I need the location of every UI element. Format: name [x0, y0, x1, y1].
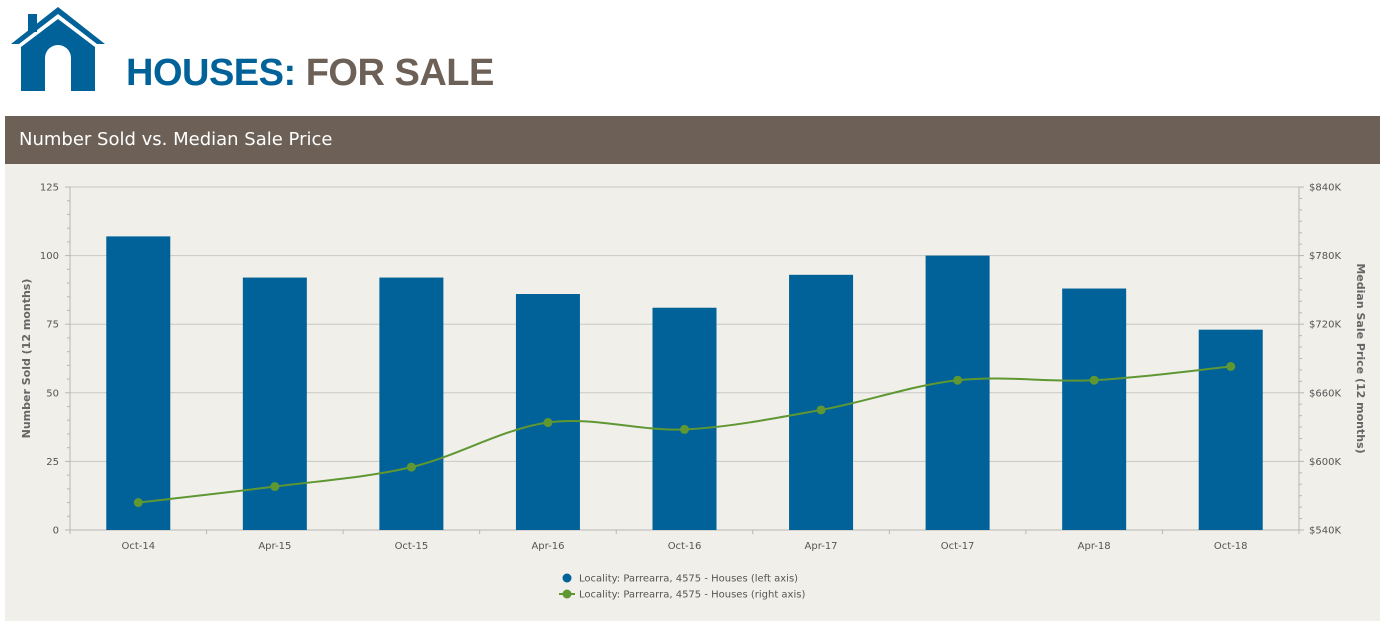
y-tick-label: 100: [40, 251, 59, 262]
price-point[interactable]: [953, 375, 963, 385]
y-tick-label: 25: [46, 457, 59, 468]
y-tick-label: 75: [46, 320, 59, 331]
bar[interactable]: [515, 294, 580, 530]
brand-houses: HOUSES:: [126, 52, 296, 94]
price-point[interactable]: [270, 482, 280, 492]
y-tick-label: 125: [40, 183, 59, 194]
y2-axis-title: Median Sale Price (12 months): [1354, 263, 1367, 453]
page-title: HOUSES: FOR SALE: [126, 52, 494, 95]
chart-panel: 0 25 50 75 100 125 $540K $600K $660K $720K $780K $8…: [5, 164, 1380, 621]
y2-tick-label: $720K: [1309, 320, 1341, 331]
x-tick-label: Apr-15: [258, 541, 291, 552]
chart-title-banner: Number Sold vs. Median Sale Price: [5, 116, 1380, 164]
y-axis-title: Number Sold (12 months): [20, 279, 33, 439]
bar[interactable]: [242, 277, 307, 530]
x-tick-label: Oct-18: [1214, 541, 1248, 552]
x-tick-label: Oct-15: [395, 541, 429, 552]
y2-tick-label: $600K: [1309, 457, 1341, 468]
y-tick-label: 50: [46, 388, 59, 399]
price-point[interactable]: [1089, 375, 1099, 385]
legend-marker-line: [562, 589, 572, 599]
y2-tick-label: $780K: [1309, 251, 1341, 262]
y2-tick-label: $840K: [1309, 183, 1341, 194]
y2-tick-label: $660K: [1309, 388, 1341, 399]
price-point[interactable]: [816, 405, 826, 415]
brand-for-sale: FOR SALE: [305, 52, 495, 94]
chart-title: Number Sold vs. Median Sale Price: [19, 129, 333, 150]
bar[interactable]: [1062, 288, 1127, 530]
price-point[interactable]: [680, 424, 689, 434]
legend-marker-bars: [562, 573, 572, 583]
x-tick-label: Apr-16: [531, 541, 564, 552]
x-tick-label: Apr-18: [1078, 541, 1111, 552]
bar[interactable]: [106, 236, 171, 530]
price-point[interactable]: [406, 462, 416, 472]
bar[interactable]: [925, 255, 990, 530]
legend-label-bars: Locality: Parrearra, 4575 - Houses (left…: [579, 574, 798, 585]
price-point[interactable]: [1226, 362, 1236, 372]
chart: 0 25 50 75 100 125 $540K $600K $660K $720K $780K $8…: [20, 183, 1367, 601]
y2-tick-label: $540K: [1309, 526, 1341, 537]
bar[interactable]: [379, 277, 444, 530]
x-tick-label: Oct-14: [121, 541, 155, 552]
price-point[interactable]: [133, 498, 143, 508]
bar[interactable]: [652, 307, 717, 530]
bar[interactable]: [789, 274, 854, 530]
x-tick-label: Apr-17: [805, 541, 838, 552]
x-tick-label: Oct-16: [668, 541, 702, 552]
page-header: HOUSES: FOR SALE: [0, 0, 1389, 116]
x-tick-label: Oct-17: [941, 541, 975, 552]
price-point[interactable]: [543, 418, 553, 428]
y-tick-label: 0: [53, 526, 59, 537]
bar[interactable]: [1198, 329, 1263, 530]
house-icon: [11, 7, 105, 91]
legend-label-line: Locality: Parrearra, 4575 - Houses (righ…: [579, 590, 805, 601]
